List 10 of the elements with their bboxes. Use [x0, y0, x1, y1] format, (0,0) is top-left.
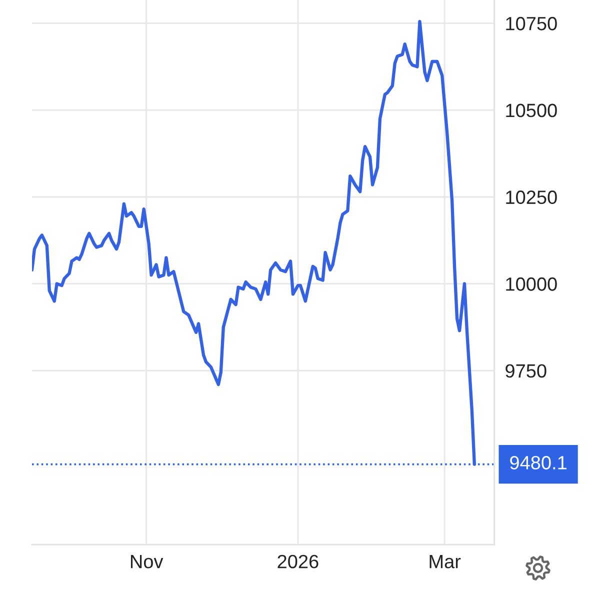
x-tick-label: Mar: [430, 555, 461, 568]
x-tick-label: Nov: [130, 555, 164, 568]
x-tick-label: 2026: [278, 554, 318, 568]
y-tick-label: 10250: [506, 190, 557, 204]
y-tick-label: 10500: [506, 104, 557, 118]
ref-line-label: 9480.1: [510, 456, 566, 470]
line-series: [32, 20, 476, 466]
y-tick-label: 9750: [506, 364, 546, 378]
y-tick-label: 10750: [506, 16, 557, 30]
y-tick-label: 10000: [506, 277, 557, 291]
